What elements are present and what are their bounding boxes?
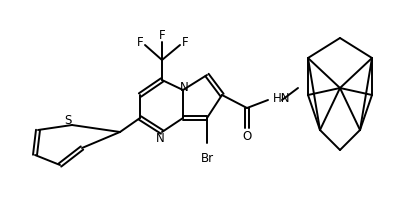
Text: F: F [159, 28, 165, 42]
Text: N: N [179, 81, 188, 93]
Text: S: S [64, 113, 72, 127]
Text: F: F [182, 36, 188, 48]
Text: Br: Br [200, 152, 214, 165]
Text: O: O [243, 129, 252, 143]
Text: HN: HN [273, 91, 291, 105]
Text: N: N [155, 133, 164, 145]
Text: F: F [137, 36, 143, 48]
